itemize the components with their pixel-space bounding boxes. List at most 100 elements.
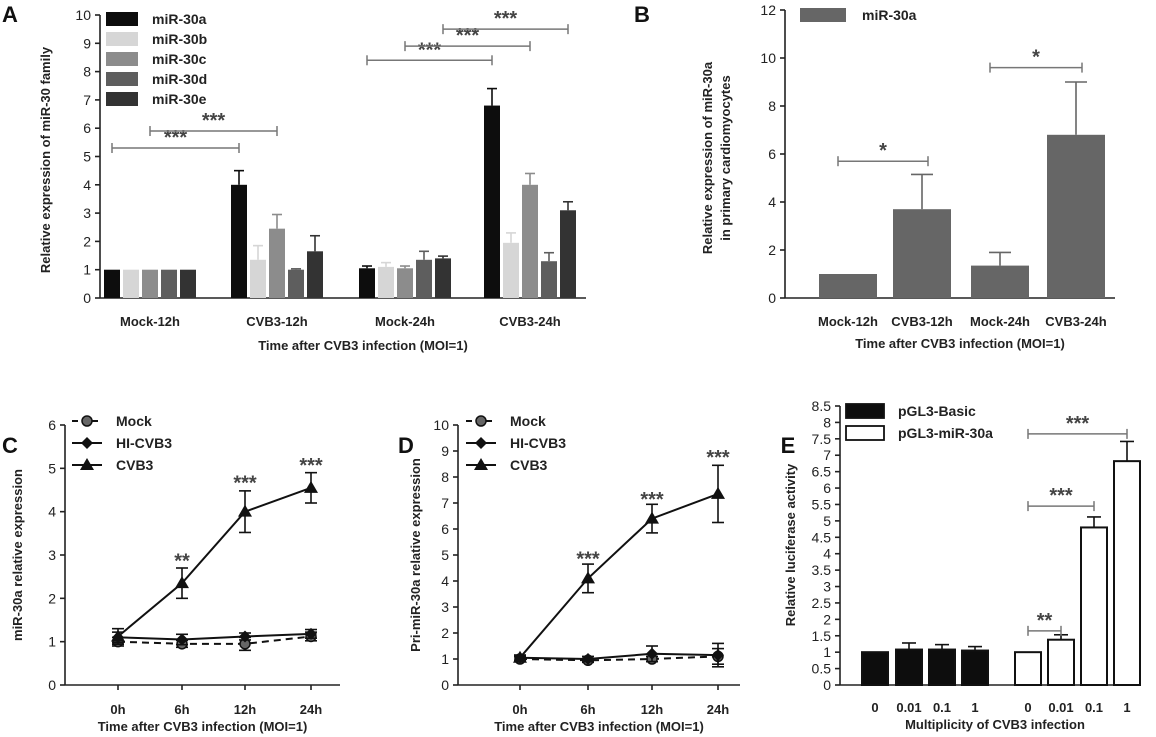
bar-miR-30e — [560, 210, 576, 298]
x-tick-label: 0 — [871, 700, 878, 715]
bar-pGL3-miR-30a — [1113, 460, 1141, 686]
significance-stars: *** — [1066, 413, 1090, 435]
y-tick-label: 3 — [441, 599, 449, 615]
bar-miR-30d — [288, 269, 304, 298]
significance-stars: *** — [494, 8, 518, 30]
panel-c-letter: C — [2, 433, 18, 458]
y-tick-label: 4 — [768, 194, 776, 210]
y-tick-label: 6 — [768, 146, 776, 162]
bar-miR-30d — [541, 261, 557, 298]
data-point-CVB3 — [581, 571, 595, 584]
y-tick-label: 1 — [48, 634, 56, 650]
legend-label: miR-30c — [152, 51, 207, 67]
y-tick-label: 6 — [823, 480, 831, 496]
x-tick-label: 12h — [234, 702, 256, 717]
significance-stars: *** — [1049, 485, 1073, 507]
legend-marker — [475, 415, 487, 427]
y-tick-label: 6 — [441, 521, 449, 537]
y-tick-label: 4 — [441, 573, 449, 589]
x-tick-label: 1 — [971, 700, 978, 715]
y-tick-label: 10 — [433, 417, 449, 433]
x-tick-label: 6h — [580, 702, 595, 717]
y-tick-label: 0 — [768, 290, 776, 306]
legend-label: pGL3-miR-30a — [898, 425, 993, 441]
bar-pGL3-miR-30a — [1014, 651, 1042, 686]
bar-pGL3-Basic — [861, 651, 889, 686]
y-axis-title: miR-30a relative expression — [10, 469, 25, 641]
y-tick-label: 2 — [83, 233, 91, 249]
y-tick-label: 7 — [823, 447, 831, 463]
panel-letter-e: E — [781, 433, 796, 458]
legend-label: HI-CVB3 — [510, 435, 566, 451]
panel-c: C 0 1 2 3 4 5 6 0h 6h 12h 24h Time after CVB3 infect… — [2, 413, 340, 734]
y-tick-label: 5.5 — [812, 496, 832, 512]
bar-pGL3-miR-30a — [1047, 638, 1075, 687]
y-tick-label: 0.5 — [812, 661, 832, 677]
y-tick-label: 1 — [83, 262, 91, 278]
bar-miR-30a — [819, 274, 877, 298]
bar-miR-30c — [522, 184, 538, 298]
series-line-Mock — [117, 635, 312, 645]
x-tick-label: 24h — [300, 702, 322, 717]
bar-miR-30d — [416, 259, 432, 298]
bar-miR-30b — [123, 269, 139, 298]
x-tick-label: 6h — [174, 702, 189, 717]
y-tick-label: 1.5 — [812, 628, 832, 644]
bar-miR-30c — [142, 269, 158, 298]
significance-stars: ** — [1037, 610, 1053, 632]
y-axis-title: Pri-miR-30a relative expression — [408, 458, 423, 652]
legend-swatch — [106, 92, 138, 106]
x-axis-title: Time after CVB3 infection (MOI=1) — [98, 719, 308, 734]
significance-stars: *** — [299, 455, 323, 477]
x-tick-label: 24h — [707, 702, 729, 717]
y-tick-label: 12 — [760, 2, 776, 18]
legend-label: HI-CVB3 — [116, 435, 172, 451]
significance-stars: *** — [456, 25, 480, 47]
data-point-HI-CVB3 — [582, 653, 594, 665]
legend-marker — [475, 437, 487, 449]
data-point-CVB3 — [711, 486, 725, 499]
y-axis-title: Relative expression of miR-30a — [700, 61, 715, 254]
data-point-CVB3 — [304, 480, 318, 493]
x-tick-label: 12h — [641, 702, 663, 717]
y-tick-label: 1 — [823, 644, 831, 660]
series-line-HI-CVB3 — [519, 652, 719, 661]
bar-miR-30e — [307, 251, 323, 298]
bar-pGL3-Basic — [928, 648, 956, 687]
x-tick-label: 0.1 — [933, 700, 951, 715]
y-tick-label: 8 — [83, 64, 91, 80]
y-tick-label: 3 — [48, 547, 56, 563]
x-tick-label: CVB3-12h — [891, 314, 952, 329]
x-tick-label: CVB3-24h — [1045, 314, 1106, 329]
significance-stars: *** — [418, 39, 442, 61]
legend-label: Mock — [510, 413, 546, 429]
legend-swatch — [800, 8, 846, 22]
y-axis-title-line2: in primary cardiomyocytes — [718, 75, 733, 240]
y-tick-label: 7.5 — [812, 431, 832, 447]
data-point-HI-CVB3 — [239, 630, 251, 643]
y-tick-label: 8 — [768, 98, 776, 114]
y-tick-label: 0 — [48, 677, 56, 693]
y-tick-label: 9 — [83, 35, 91, 51]
significance-stars: *** — [233, 472, 257, 494]
y-tick-label: 10 — [75, 7, 91, 23]
data-point-CVB3 — [645, 511, 659, 524]
bar-miR-30a — [104, 269, 120, 298]
x-axis-title: Time after CVB3 infection (MOI=1) — [494, 719, 704, 734]
series-line-HI-CVB3 — [117, 632, 312, 641]
bar-miR-30e — [435, 258, 451, 298]
x-tick-label: 1 — [1123, 700, 1130, 715]
legend-label: CVB3 — [510, 457, 548, 473]
legend-swatch — [106, 72, 138, 86]
legend-swatch — [845, 425, 885, 441]
x-tick-label: Mock-24h — [375, 314, 435, 329]
x-axis-title: Time after CVB3 infection (MOI=1) — [855, 336, 1065, 351]
series-line-Mock — [519, 655, 719, 662]
legend-marker — [81, 437, 93, 449]
bar-miR-30c — [269, 228, 285, 298]
y-tick-label: 10 — [760, 50, 776, 66]
legend-label: miR-30d — [152, 71, 207, 87]
legend-label: miR-30a — [152, 11, 207, 27]
y-tick-label: 0 — [83, 290, 91, 306]
